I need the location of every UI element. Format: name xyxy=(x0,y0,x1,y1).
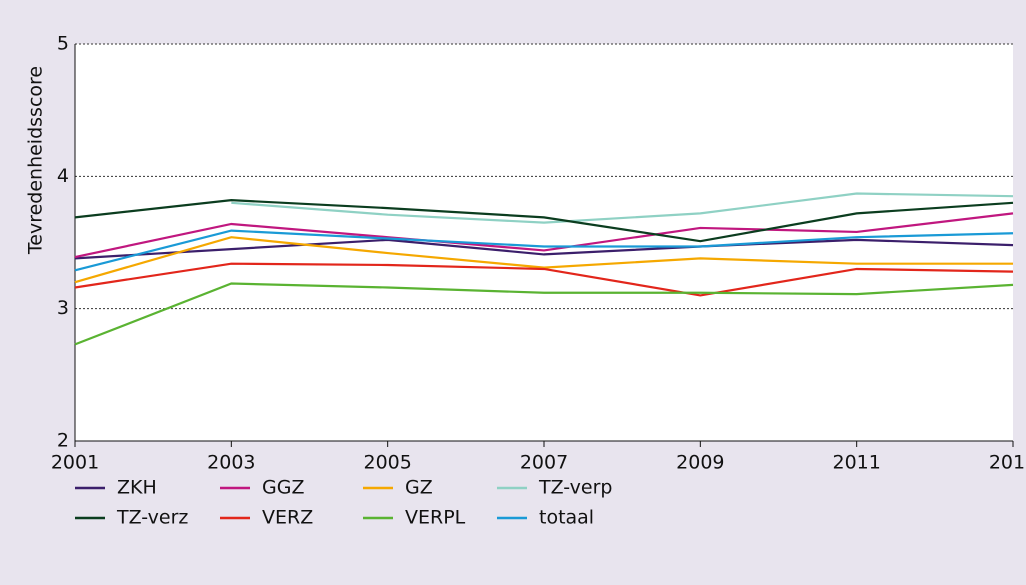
x-tick-label: 2001 xyxy=(51,452,99,474)
series-line xyxy=(74,212,1014,259)
series-line xyxy=(74,282,1014,346)
legend-label: VERZ xyxy=(262,507,313,529)
y-axis-label: Tevredenheidsscore xyxy=(25,66,47,255)
y-tick-label: 2 xyxy=(57,430,69,452)
series-line xyxy=(231,192,1014,224)
x-tick-label: 2005 xyxy=(363,452,411,474)
y-tick-label: 3 xyxy=(57,297,69,319)
series-line xyxy=(74,199,1014,243)
x-tick-label: 2007 xyxy=(520,452,568,474)
series-line xyxy=(74,238,1014,260)
legend-label: TZ-verp xyxy=(538,477,612,499)
y-tick-label: 5 xyxy=(57,33,69,55)
y-tick-label: 4 xyxy=(57,165,69,187)
x-tick-label: 2011 xyxy=(832,452,880,474)
legend-label: VERPL xyxy=(405,507,466,529)
legend-label: GZ xyxy=(405,477,433,499)
legend-label: TZ-verz xyxy=(116,507,188,529)
x-tick-label: 2009 xyxy=(676,452,724,474)
x-tick-label: 2013 xyxy=(989,452,1026,474)
x-tick-label: 2003 xyxy=(207,452,255,474)
series-line xyxy=(74,236,1013,284)
plot-area xyxy=(75,44,1013,441)
series-line xyxy=(74,262,1014,297)
legend-label: GGZ xyxy=(262,477,304,499)
series-line xyxy=(74,229,1014,272)
legend-label: totaal xyxy=(539,507,594,529)
legend-label: ZKH xyxy=(117,477,157,499)
